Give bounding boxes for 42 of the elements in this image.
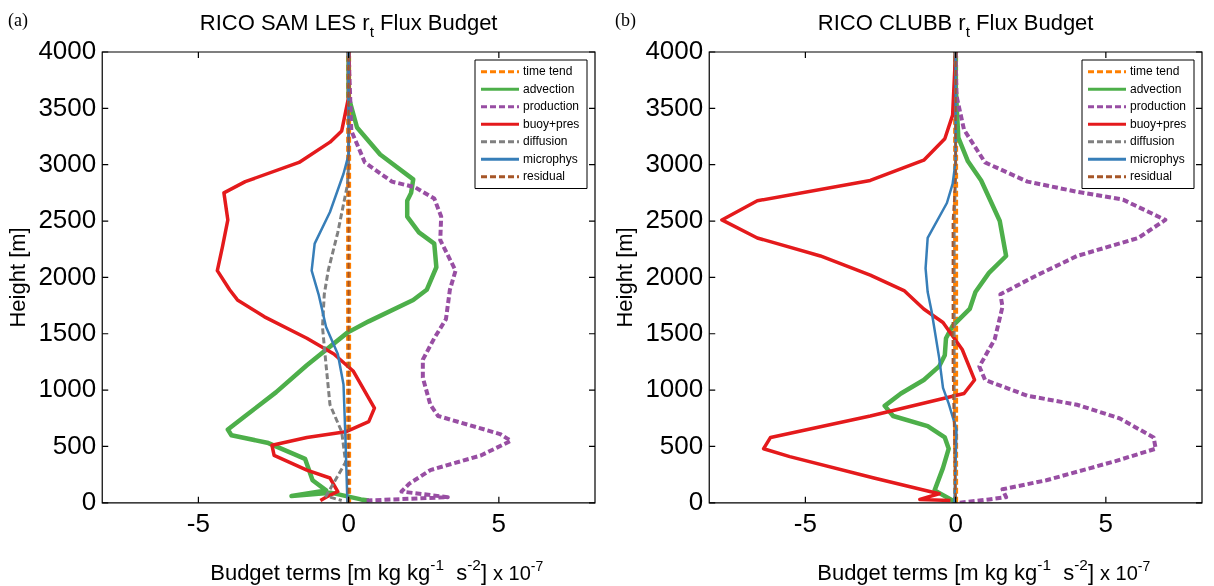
y-tick-label: 4000: [38, 35, 97, 66]
legend-label: time tend: [1130, 64, 1180, 79]
x-tick-label: 0: [948, 507, 963, 538]
y-tick-label: 1000: [38, 373, 97, 404]
x-tick-label: 5: [1098, 507, 1114, 538]
y-tick-label: 0: [81, 485, 97, 516]
y-tick-label: 1500: [38, 316, 97, 347]
y-tick-label: 3500: [645, 91, 704, 122]
legend-label: advection: [1130, 81, 1182, 96]
x-tick-label: 5: [491, 507, 507, 538]
y-tick-label: 4000: [645, 35, 704, 66]
y-tick-label: 3500: [38, 91, 97, 122]
legend-label: diffusion: [523, 134, 568, 149]
legend-label: buoy+pres: [523, 116, 580, 131]
y-tick-label: 3000: [645, 147, 704, 178]
y-tick-label: 1000: [645, 373, 704, 404]
y-tick-label: 2000: [645, 260, 704, 291]
y-tick-label: 0: [688, 485, 704, 516]
y-tick-label: 3000: [38, 147, 97, 178]
legend-label: advection: [523, 81, 575, 96]
legend-label: microphys: [523, 151, 578, 166]
legend-label: residual: [1130, 169, 1173, 184]
y-axis-title: Height [m]: [5, 227, 31, 328]
legend-label: microphys: [1130, 151, 1185, 166]
legend-label: buoy+pres: [1130, 116, 1187, 131]
x-tick-label: -5: [793, 507, 817, 538]
y-tick-label: 2500: [645, 204, 704, 235]
legend-label: residual: [523, 169, 566, 184]
text: (b): [615, 10, 636, 31]
x-tick-label: -5: [186, 507, 210, 538]
legend-label: production: [1130, 99, 1187, 114]
y-tick-label: 2000: [38, 260, 97, 291]
y-axis-title: Height [m]: [612, 227, 638, 328]
y-tick-label: 2500: [38, 204, 97, 235]
text: (a): [8, 10, 28, 31]
y-tick-label: 500: [659, 429, 704, 460]
x-tick-label: 0: [341, 507, 356, 538]
legend-label: production: [523, 99, 580, 114]
y-tick-label: 500: [52, 429, 97, 460]
legend-label: time tend: [523, 64, 573, 79]
y-tick-label: 1500: [645, 316, 704, 347]
legend-label: diffusion: [1130, 134, 1175, 149]
